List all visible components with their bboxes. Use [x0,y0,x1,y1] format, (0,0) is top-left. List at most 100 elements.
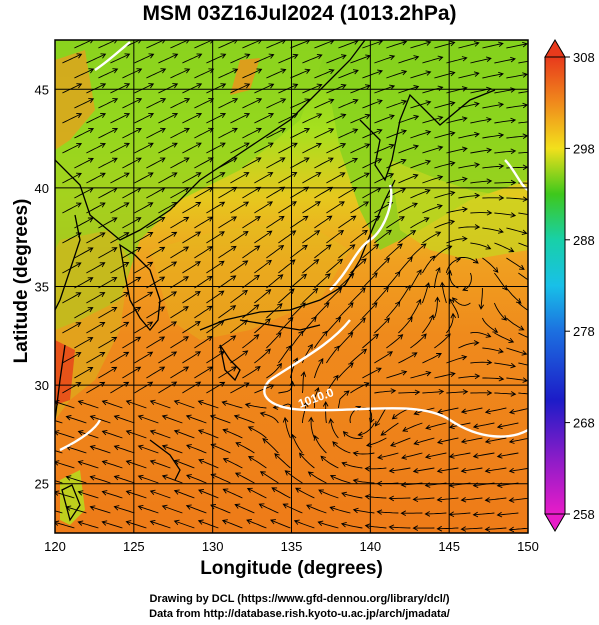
streamline-236 [446,206,468,214]
streamline-354 [398,284,411,304]
streamline-129 [290,128,311,139]
streamline-416 [458,340,480,349]
streamline-526 [197,429,219,439]
streamline-184 [158,172,178,184]
streamline-385 [182,320,201,334]
streamline-575 [412,467,435,474]
streamline-444 [170,366,190,379]
streamline-311 [326,258,344,274]
streamline-395 [422,314,435,334]
streamline-307 [230,260,249,274]
streamline-270 [302,230,321,244]
streamline-90 [314,98,335,109]
streamline-285 [194,246,213,259]
streamline-579 [508,467,528,474]
streamline-310 [302,259,320,274]
streamline-433 [374,351,393,364]
streamline-573 [364,465,387,472]
streamline-67 [230,83,251,94]
streamline-345 [182,290,201,304]
streamline-501 [65,415,87,424]
streamline-370 [314,302,330,319]
streamline-134 [410,130,432,139]
streamline-288 [266,245,285,259]
streamline-341 [86,292,106,304]
streamline-482 [101,399,123,409]
streamline-253 [386,216,405,229]
streamline-392 [350,317,366,334]
streamline-103 [134,112,155,124]
y-axis-label: Latitude (degrees) [11,198,32,364]
streamline-45 [194,68,215,79]
streamline-458 [506,377,528,383]
streamline-479 [518,392,528,395]
streamline-149 [278,142,298,154]
streamline-488 [244,402,267,409]
streamline-605 [173,489,195,499]
streamline-561 [77,460,99,469]
streamline-87 [242,98,263,109]
streamline-244 [170,216,190,229]
streamline-534 [390,437,411,447]
streamline-376 [449,298,459,319]
streamline-238 [494,212,517,218]
streamline-363 [146,306,166,319]
streamline-500 [55,420,63,424]
streamline-20 [62,53,83,64]
streamline-474 [398,389,421,396]
streamline-92 [362,99,383,109]
streamline-50 [314,68,335,79]
streamline-266 [206,231,225,244]
streamline-509 [259,411,279,424]
streamline-278 [494,242,515,253]
streamline-612 [341,491,363,499]
streamline-522 [101,429,123,439]
streamline-398 [494,332,515,344]
streamline-29 [278,53,299,64]
streamline-535 [413,437,435,446]
streamline-452 [362,367,382,379]
streamline-76 [446,86,468,94]
latitude-tick-labels: 25 30 35 40 45 [35,82,49,491]
streamline-525 [173,429,195,439]
streamline-264 [158,231,178,244]
streamline-118 [494,117,517,124]
streamline-347 [230,289,248,304]
streamline-130 [314,128,335,139]
lat-tick-label: 35 [35,280,49,295]
streamline-275 [422,231,442,244]
streamline-652 [340,521,363,529]
streamline-490 [313,387,320,409]
streamline-499 [508,408,528,415]
streamline-519 [496,422,519,430]
streamline-651 [317,520,339,529]
streamline-142 [110,142,130,154]
lon-tick-label: 150 [517,539,539,554]
streamline-414 [410,333,427,349]
streamline-150 [302,142,322,154]
colorbar-tick-label: 308 [573,50,595,65]
streamline-58 [506,72,528,79]
streamline-168 [266,157,286,169]
streamline-126 [218,127,238,139]
streamline-18 [506,41,528,49]
streamline-274 [398,230,417,244]
streamline-27 [230,53,251,64]
streamline-294 [410,243,427,259]
streamline-584 [137,474,159,484]
streamline-160 [74,157,94,169]
streamline-350 [302,287,319,304]
streamline-116 [446,116,468,124]
streamline-257 [482,227,504,234]
streamline-170 [314,157,334,169]
streamline-346 [206,290,225,304]
streamline-373 [386,301,401,319]
streamline-381 [86,322,106,334]
streamline-440 [74,367,94,379]
streamline-303 [134,261,154,274]
streamline-97 [482,102,505,109]
streamline-478 [494,391,517,397]
streamline-152 [350,143,371,154]
streamline-547 [210,443,231,454]
streamline-8 [266,40,287,49]
